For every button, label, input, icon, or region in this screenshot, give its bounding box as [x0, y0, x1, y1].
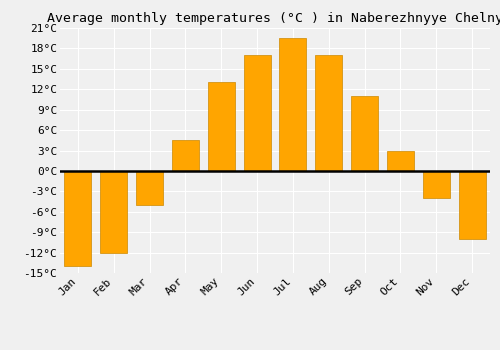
Bar	[208, 83, 234, 171]
Bar	[280, 38, 306, 171]
Bar	[100, 171, 127, 253]
Bar	[458, 171, 485, 239]
Bar	[387, 150, 414, 171]
Bar	[316, 55, 342, 171]
Bar	[64, 171, 92, 266]
Bar	[244, 55, 270, 171]
Bar	[423, 171, 450, 198]
Bar	[351, 96, 378, 171]
Bar	[136, 171, 163, 205]
Bar	[172, 140, 199, 171]
Title: Average monthly temperatures (°C ) in Naberezhnyye Chelny: Average monthly temperatures (°C ) in Na…	[47, 13, 500, 26]
